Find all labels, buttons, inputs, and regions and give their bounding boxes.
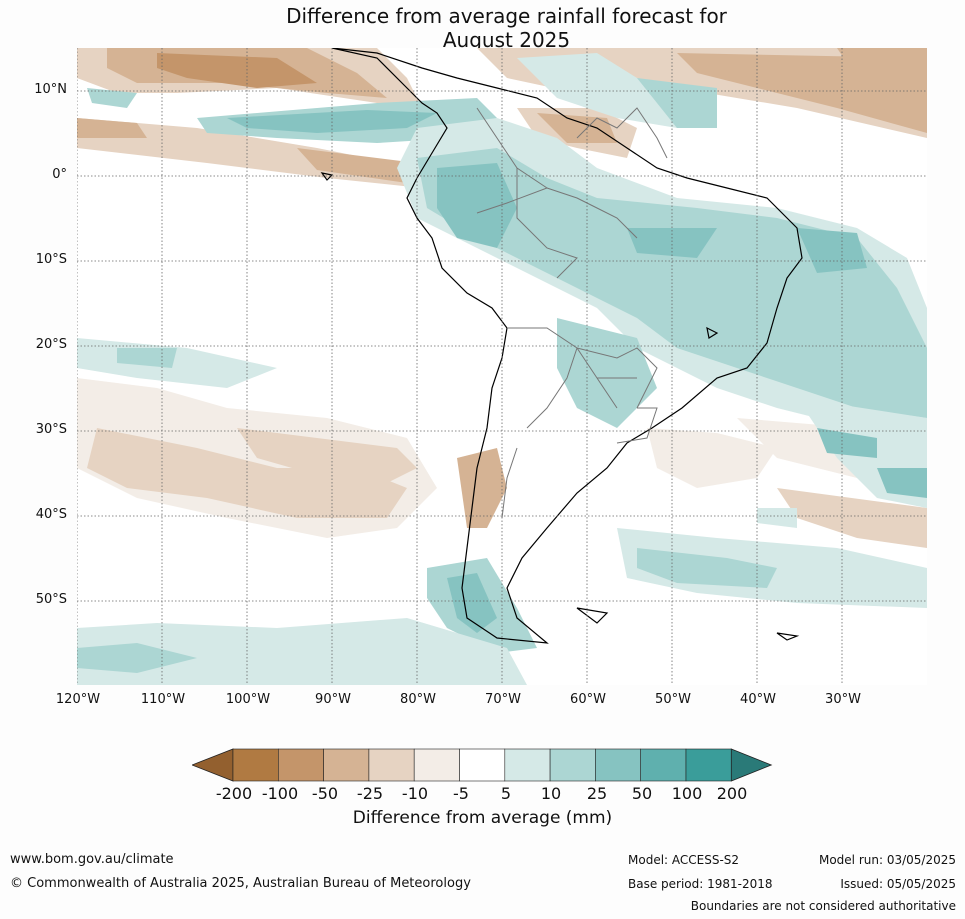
colorbar-label: Difference from average (mm): [352, 808, 613, 828]
lon-label-90w: 90°W: [315, 692, 351, 707]
colorbar-tick: -200: [215, 784, 253, 803]
country-borders: [476, 107, 668, 519]
colorbar-segment: [278, 748, 324, 782]
lon-label-70w: 70°W: [485, 692, 521, 707]
colorbar-tick: -10: [401, 784, 429, 803]
issued-text: Issued: 05/05/2025: [840, 877, 956, 891]
lon-label-30w: 30°W: [825, 692, 861, 707]
model-run-text: Model run: 03/05/2025: [818, 853, 956, 867]
colorbar-tick: 100: [671, 784, 703, 803]
colorbar-tick: 50: [631, 784, 653, 803]
lat-label-10n: 10°N: [34, 82, 67, 97]
colorbar: [192, 748, 773, 782]
colorbar-tick: 200: [716, 784, 748, 803]
colorbar-segment: [640, 748, 687, 782]
lat-label-10s: 10°S: [35, 252, 67, 267]
lon-label-80w: 80°W: [400, 692, 436, 707]
colorbar-tick: -5: [453, 784, 469, 803]
colorbar-segment: [685, 748, 732, 782]
title-line-1: Difference from average rainfall forecas…: [286, 4, 727, 28]
colorbar-segment: [504, 748, 551, 782]
colorbar-segment: [549, 748, 596, 782]
lon-label-40w: 40°W: [740, 692, 776, 707]
lon-label-100w: 100°W: [225, 692, 271, 707]
website-link[interactable]: www.bom.gov.au/climate: [10, 852, 174, 867]
colorbar-tick: -100: [261, 784, 299, 803]
lat-label-20s: 20°S: [35, 337, 67, 352]
lon-label-50w: 50°W: [655, 692, 691, 707]
copyright-text: © Commonwealth of Australia 2025, Austra…: [10, 876, 471, 891]
lon-label-110w: 110°W: [140, 692, 186, 707]
lat-label-40s: 40°S: [35, 507, 67, 522]
lat-label-30s: 30°S: [35, 422, 67, 437]
colorbar-tick: -25: [356, 784, 384, 803]
lat-label-0: 0°: [52, 167, 67, 182]
colorbar-tick: 25: [586, 784, 608, 803]
rainfall-anomaly-map: [77, 48, 927, 685]
colorbar-segment: [413, 748, 460, 782]
base-period-text: Base period: 1981-2018: [628, 877, 773, 891]
colorbar-arrow-low: [192, 748, 234, 782]
colorbar-segment: [368, 748, 415, 782]
map-canvas: [77, 48, 927, 685]
lon-label-120w: 120°W: [55, 692, 101, 707]
lon-label-60w: 60°W: [570, 692, 606, 707]
colorbar-arrow-high: [730, 748, 773, 782]
colorbar-segment: [232, 748, 279, 782]
model-text: Model: ACCESS-S2: [628, 853, 740, 867]
graticule: [77, 48, 927, 685]
colorbar-tick: 10: [540, 784, 562, 803]
colorbar-segment: [459, 748, 506, 782]
disclaimer-text: Boundaries are not considered authoritat…: [690, 899, 956, 913]
colorbar-tick: -50: [311, 784, 339, 803]
colorbar-segment: [323, 748, 370, 782]
map-title: Difference from average rainfall forecas…: [0, 4, 965, 52]
colorbar-tick: 5: [500, 784, 512, 803]
lat-label-50s: 50°S: [35, 592, 67, 607]
colorbar-segment: [595, 748, 641, 782]
